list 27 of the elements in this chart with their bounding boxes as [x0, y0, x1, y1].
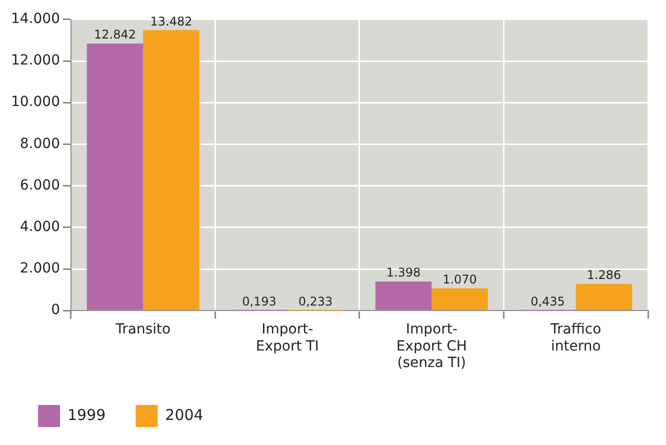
bar	[375, 282, 432, 310]
data-label: 13.482	[150, 14, 192, 28]
y-tick-label: 14.000	[10, 11, 60, 28]
bar	[86, 43, 144, 310]
y-tick-label: 2.000	[20, 260, 60, 277]
x-tick-label: Traffico interno	[550, 322, 602, 354]
bar	[576, 284, 632, 310]
data-label: 0,233	[298, 294, 333, 309]
y-tick-label: 12.000	[10, 52, 60, 69]
y-tick-label: 10.000	[10, 94, 60, 110]
bar	[143, 30, 200, 310]
x-tick-label: Import-Export CH (senza TI)	[396, 322, 467, 372]
legend-label: 1999	[68, 406, 106, 424]
y-tick-label: 8.000	[20, 136, 60, 152]
x-tick-label: Import-Export TI	[256, 322, 319, 354]
data-label: 12.842	[94, 28, 136, 42]
x-tick-label: Transito	[114, 322, 171, 338]
data-label: 1.398	[386, 266, 421, 280]
bar	[432, 288, 488, 310]
data-label: 1.070	[442, 272, 477, 286]
legend-label: 2004	[165, 406, 204, 424]
y-tick-label: 0	[51, 302, 60, 318]
data-label: 1.286	[586, 268, 622, 282]
data-label: 0,193	[242, 294, 276, 309]
y-tick-label: 6.000	[20, 177, 60, 194]
y-tick-label: 4.000	[20, 219, 60, 236]
data-label: 0,435	[530, 294, 565, 309]
